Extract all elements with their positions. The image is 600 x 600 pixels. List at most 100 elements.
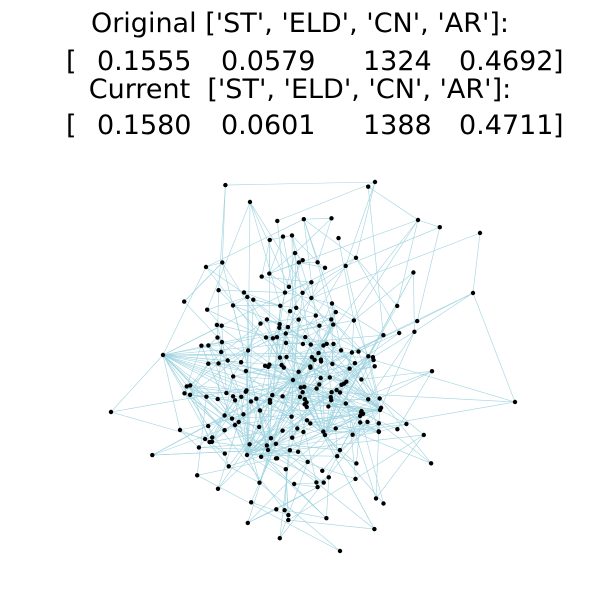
current-st-value: 0.1580: [97, 110, 192, 141]
graph-edge: [288, 260, 303, 287]
graph-node: [206, 361, 211, 366]
graph-edge: [110, 354, 164, 413]
graph-node: [248, 399, 254, 404]
graph-node: [284, 354, 289, 360]
graph-edge: [397, 371, 433, 430]
graph-node: [365, 419, 370, 425]
graph-node: [358, 410, 364, 415]
graph-node: [298, 385, 303, 390]
graph-node: [188, 383, 193, 388]
graph-edge: [268, 366, 273, 396]
graph-node: [376, 429, 381, 434]
graph-edge: [259, 430, 283, 483]
graph-edge: [162, 354, 181, 431]
graph-node: [285, 324, 291, 330]
graph-edge: [243, 401, 252, 415]
graph-node: [202, 436, 208, 442]
graph-edge: [303, 218, 357, 259]
graph-node: [226, 464, 231, 469]
graph-edge: [367, 399, 380, 433]
graph-edge: [246, 434, 424, 456]
graph-node: [333, 309, 338, 315]
graph-node: [302, 397, 307, 402]
graph-edge: [368, 186, 419, 221]
current-label: Current ['ST', 'ELD', 'CN', 'AR']:: [88, 74, 512, 105]
graph-node: [326, 475, 331, 480]
graph-edge: [316, 477, 329, 483]
graph-edge: [305, 336, 333, 365]
graph-node: [292, 481, 297, 487]
graph-node: [251, 297, 256, 302]
graph-edge: [319, 311, 336, 326]
graph-node: [182, 299, 187, 304]
graph-edge: [246, 443, 277, 456]
graph-edge: [261, 276, 312, 283]
graph-edge: [201, 341, 222, 346]
graph-edge: [326, 343, 356, 364]
graph-node: [283, 467, 288, 472]
graph-node: [292, 250, 298, 256]
graph-node: [195, 473, 200, 478]
graph-edge: [184, 363, 209, 394]
original-ar-value: 0.4692: [459, 46, 554, 77]
graph-edge: [303, 218, 332, 220]
graph-edge: [162, 354, 324, 483]
graph-node: [267, 271, 272, 276]
graph-edge: [379, 370, 433, 399]
graph-node: [343, 401, 348, 406]
graph-edge: [208, 414, 244, 427]
graph-edge: [162, 354, 347, 382]
graph-edge: [260, 315, 316, 324]
graph-edge: [186, 386, 326, 436]
graph-node: [277, 536, 282, 541]
graph-node: [231, 374, 236, 379]
graph-edge: [183, 262, 223, 302]
graph-node: [373, 496, 379, 501]
graph-edge: [378, 423, 407, 433]
graph-node: [308, 365, 313, 370]
graph-edge: [189, 394, 225, 431]
graph-node: [411, 270, 416, 275]
graph-node: [206, 423, 211, 429]
graph-edge: [355, 257, 398, 307]
graph-node: [377, 396, 382, 401]
graph-edge: [311, 257, 357, 299]
graph-node: [314, 386, 319, 391]
graph-node: [215, 335, 220, 340]
graph-node: [352, 361, 358, 366]
graph-edge: [241, 361, 282, 366]
graph-node: [295, 449, 301, 454]
graph-edge: [353, 272, 414, 321]
graph-edge: [355, 181, 376, 258]
graph-node: [329, 301, 335, 306]
graph-node: [277, 322, 282, 327]
graph-node: [300, 390, 305, 395]
graph-node: [326, 404, 331, 409]
graph-edge: [353, 320, 369, 357]
graph-node: [219, 349, 224, 355]
graph-node: [245, 294, 250, 300]
graph-node: [177, 427, 183, 433]
graph-edge: [288, 286, 334, 325]
graph-edge: [317, 218, 332, 263]
graph-node: [309, 355, 315, 360]
graph-node: [351, 318, 357, 323]
graph-edge: [292, 359, 315, 381]
graph-edge: [162, 354, 289, 516]
graph-edge: [247, 486, 318, 524]
graph-edge: [298, 262, 326, 269]
graph-node: [397, 330, 402, 336]
graph-edge: [331, 399, 369, 401]
graph-node: [199, 343, 204, 348]
graph-edge: [265, 326, 289, 338]
graph-edge: [331, 319, 359, 352]
graph-node: [395, 427, 400, 432]
graph-edge: [241, 396, 261, 411]
graph-node: [268, 436, 274, 441]
graph-node: [280, 428, 285, 433]
graph-edge: [162, 354, 213, 442]
graph-node: [225, 358, 230, 363]
graph-edge: [238, 421, 260, 428]
graph-node: [187, 392, 193, 397]
graph-edge: [152, 415, 225, 456]
